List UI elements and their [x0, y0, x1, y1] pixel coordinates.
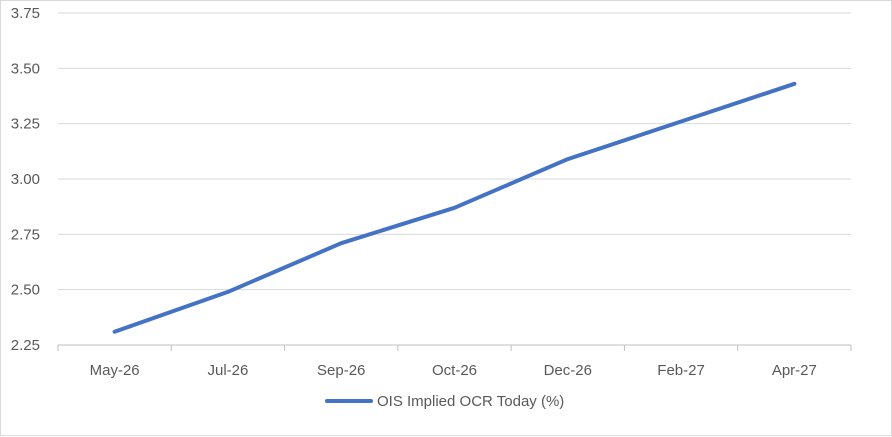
x-tick-label: May-26: [90, 362, 140, 379]
y-axis: 2.25 2.50 2.75 3.00 3.25 3.50 3.75: [11, 5, 40, 354]
x-tick-label: Sep-26: [317, 362, 365, 379]
x-tick-label: Feb-27: [657, 362, 705, 379]
data-point: [566, 157, 570, 161]
y-tick-label: 3.25: [11, 116, 40, 133]
y-tick-label: 3.50: [11, 60, 40, 77]
data-point: [339, 241, 343, 245]
legend-label: OIS Implied OCR Today (%): [377, 393, 564, 410]
series-layer: [112, 81, 797, 334]
legend: OIS Implied OCR Today (%): [325, 393, 564, 410]
data-point: [679, 119, 683, 123]
data-point: [453, 206, 457, 210]
x-tick-label: Jul-26: [207, 362, 248, 379]
y-tick-label: 3.75: [11, 5, 40, 22]
x-tick-label: Dec-26: [544, 362, 592, 379]
y-tick-label: 2.25: [11, 337, 40, 354]
gridlines: [58, 12, 851, 291]
data-point: [226, 290, 230, 294]
y-tick-label: 3.00: [11, 171, 40, 188]
data-point: [113, 330, 117, 334]
x-tick-label: Oct-26: [432, 362, 477, 379]
x-axis: May-26 Jul-26 Sep-26 Oct-26 Dec-26 Feb-27 Apr-…: [57, 344, 852, 379]
x-tick-label: Apr-27: [772, 362, 817, 379]
data-point: [792, 82, 796, 86]
y-tick-label: 2.75: [11, 226, 40, 243]
series-line: [112, 81, 797, 334]
y-tick-label: 2.50: [11, 282, 40, 299]
